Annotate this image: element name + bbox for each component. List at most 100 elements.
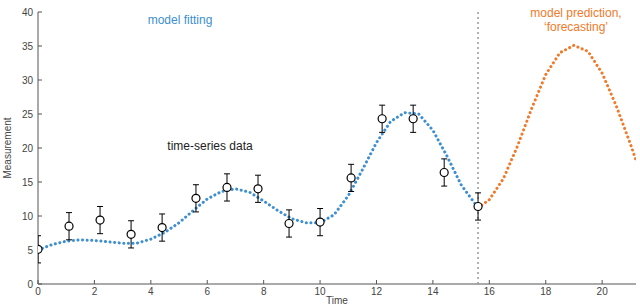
error-cap	[441, 158, 447, 159]
x-tick	[545, 280, 546, 284]
error-cap	[475, 220, 481, 221]
y-tick	[38, 46, 42, 47]
label-line: model prediction,	[530, 6, 621, 20]
forecast-boundary	[477, 12, 479, 284]
data-point	[409, 115, 417, 123]
error-cap	[317, 208, 323, 209]
error-bar	[193, 185, 199, 212]
series-line	[38, 113, 478, 250]
x-tick-label: 10	[315, 286, 327, 297]
series-line	[478, 45, 636, 208]
data-point	[378, 115, 386, 123]
x-axis	[38, 284, 636, 285]
error-bar	[159, 214, 165, 241]
y-tick	[38, 80, 42, 81]
error-cap	[317, 235, 323, 236]
error-bar	[441, 159, 447, 186]
plot-marks	[38, 12, 636, 284]
error-cap	[286, 209, 292, 210]
y-tick-label: 40	[22, 7, 34, 18]
data-point	[127, 230, 135, 238]
error-bar	[475, 193, 481, 220]
error-cap	[97, 233, 103, 234]
data-point	[254, 185, 262, 193]
error-bar	[97, 206, 103, 233]
error-cap	[38, 262, 41, 263]
error-cap	[224, 201, 230, 202]
data-point	[347, 174, 355, 182]
error-bar	[224, 174, 230, 201]
y-tick-label: 0	[27, 279, 33, 290]
error-cap	[193, 184, 199, 185]
error-cap	[66, 212, 72, 213]
data-point	[38, 245, 42, 253]
data-point	[440, 168, 448, 176]
y-tick-label: 5	[27, 245, 33, 256]
y-tick	[38, 12, 42, 13]
error-cap	[38, 235, 41, 236]
x-tick-label: 20	[597, 286, 609, 297]
y-tick	[38, 114, 42, 115]
x-tick-label: 14	[427, 286, 439, 297]
error-cap	[128, 247, 134, 248]
y-tick-label: 35	[22, 41, 34, 52]
x-tick	[94, 280, 95, 284]
x-tick-label: 8	[261, 286, 267, 297]
x-tick	[150, 280, 151, 284]
x-axis-label: Time	[326, 295, 348, 306]
x-tick	[432, 280, 433, 284]
error-bar	[128, 221, 134, 248]
series-label: time-series data	[167, 139, 253, 153]
x-tick	[320, 280, 321, 284]
error-cap	[255, 175, 261, 176]
x-tick-label: 6	[204, 286, 210, 297]
error-cap	[379, 132, 385, 133]
error-cap	[379, 105, 385, 106]
y-tick-label: 15	[22, 177, 34, 188]
error-cap	[159, 241, 165, 242]
data-point	[65, 222, 73, 230]
x-tick	[263, 280, 264, 284]
chart: 024681012141618200510152025303540TimeMea…	[0, 0, 640, 307]
y-tick	[38, 182, 42, 183]
error-cap	[97, 206, 103, 207]
series-label: model prediction,‘forecasting’	[530, 6, 621, 34]
error-cap	[410, 132, 416, 133]
data-point	[223, 183, 231, 191]
error-cap	[66, 239, 72, 240]
x-tick-label: 12	[371, 286, 383, 297]
data-point	[192, 194, 200, 202]
error-cap	[348, 164, 354, 165]
y-tick-label: 20	[22, 143, 34, 154]
series-label: model fitting	[148, 13, 213, 27]
error-cap	[159, 213, 165, 214]
y-tick	[38, 284, 42, 285]
data-point	[474, 202, 482, 210]
x-tick-label: 4	[148, 286, 154, 297]
error-cap	[224, 173, 230, 174]
error-cap	[475, 192, 481, 193]
x-tick-label: 2	[92, 286, 98, 297]
y-tick	[38, 216, 42, 217]
x-tick	[207, 280, 208, 284]
data-point	[158, 224, 166, 232]
error-bar	[317, 209, 323, 236]
error-cap	[193, 211, 199, 212]
y-tick-label: 25	[22, 109, 34, 120]
error-cap	[348, 191, 354, 192]
x-tick	[489, 280, 490, 284]
data-point	[285, 219, 293, 227]
x-tick-label: 16	[484, 286, 496, 297]
error-bar	[38, 236, 41, 263]
data-point	[96, 216, 104, 224]
y-axis-label: Measurement	[2, 117, 13, 178]
error-bar	[66, 213, 72, 240]
x-tick	[376, 280, 377, 284]
error-cap	[286, 237, 292, 238]
error-bar	[286, 210, 292, 237]
x-tick	[38, 280, 39, 284]
y-tick-label: 30	[22, 75, 34, 86]
y-tick-label: 10	[22, 211, 34, 222]
error-cap	[410, 105, 416, 106]
error-bar	[348, 164, 354, 191]
